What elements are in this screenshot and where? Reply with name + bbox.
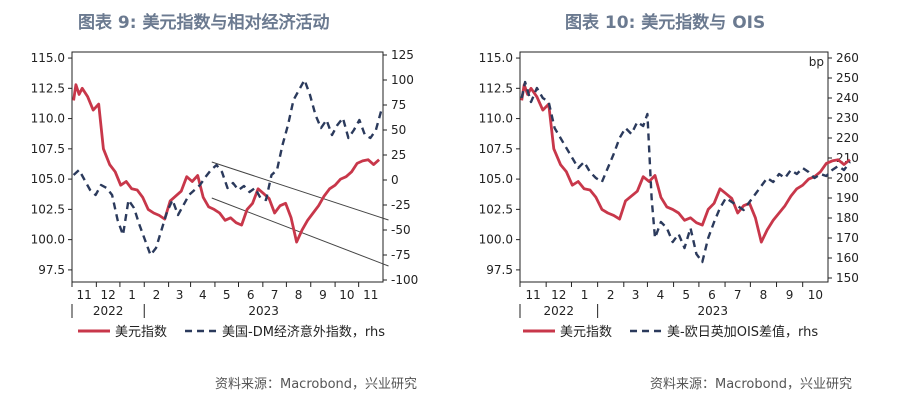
y-left-tick-label: 105.0 [479,172,513,186]
x-month-label: 12 [100,288,115,302]
y-right-tick-label: 240 [836,91,859,105]
x-month-label: 6 [708,288,716,302]
y-right-tick-label: 180 [836,211,859,225]
series-line-rhs [520,80,851,264]
y-left-tick-label: 107.5 [31,142,65,156]
y-left-tick-label: 97.5 [38,263,65,277]
x-month-label: 9 [319,288,327,302]
y-right-tick-label: -25 [391,198,411,212]
source-note-left: 资料来源：Macrobond，兴业研究 [215,377,418,392]
legend-label: 美元指数 [115,325,167,340]
trend-line [211,161,389,221]
y-right-tick-label: 170 [836,231,859,245]
x-year-label: 2022 [544,304,575,318]
y-right-tick-label: 160 [836,251,859,265]
y-left-tick-label: 115.0 [479,51,513,65]
legend-label: 美国-DM经济意外指数，rhs [222,324,385,340]
chart-title-left: 图表 9: 美元指数与相对经济活动 [78,13,330,33]
x-month-label: 1 [128,288,136,302]
y-right-unit-label: bp [809,55,824,69]
plot-frame [71,51,384,283]
x-month-label: 6 [247,288,255,302]
y-left-tick-label: 112.5 [31,81,65,95]
x-month-label: 11 [77,288,92,302]
y-right-tick-label: -50 [391,223,411,237]
x-year-label: 2023 [698,304,729,318]
y-right-tick-label: 260 [836,51,859,65]
x-month-label: 5 [682,288,690,302]
y-right-tick-label: -75 [391,248,411,262]
x-month-label: 2 [153,288,161,302]
chart-title-right: 图表 10: 美元指数与 OIS [565,13,766,33]
y-right-tick-label: 0 [391,173,399,187]
series-line-usd-index [72,83,381,244]
x-month-label: 7 [271,288,279,302]
y-right-tick-label: 200 [836,171,859,185]
y-right-tick-label: 230 [836,111,859,125]
x-month-label: 10 [339,288,354,302]
x-month-label: 8 [295,288,303,302]
y-left-tick-label: 110.0 [31,112,65,126]
y-left-tick-label: 102.5 [479,202,513,216]
x-year-label: 2022 [93,304,124,318]
chart-right: 115.0 112.5 110.0 107.5 105.0 102.5 100.0 97.5 2… [479,51,859,340]
y-left-tick-label: 107.5 [479,142,513,156]
y-right-tick-label: 190 [836,191,859,205]
x-month-label: 8 [760,288,768,302]
chart-left: 115.0 112.5 110.0 107.5 105.0 102.5 100.0 97.5 1… [31,48,419,340]
series-line-usd-index [520,83,851,244]
x-month-label: 5 [223,288,231,302]
x-month-label: 3 [176,288,184,302]
legend-label: 美元指数 [560,325,612,340]
series-line-rhs [72,78,383,257]
x-month-label: 11 [525,288,540,302]
source-note-right: 资料来源：Macrobond，兴业研究 [650,377,853,392]
x-month-label: 10 [808,288,823,302]
y-left-tick-label: 115.0 [31,51,65,65]
y-left-tick-label: 100.0 [479,233,513,247]
y-right-tick-label: 125 [391,48,414,62]
y-right-tick-label: 250 [836,71,859,85]
x-month-label: 3 [632,288,640,302]
y-left-tick-label: 100.0 [31,233,65,247]
x-month-label: 12 [551,288,566,302]
plot-frame [519,51,829,283]
y-right-tick-label: 150 [836,271,859,285]
y-right-tick-label: -100 [391,273,418,287]
x-month-label: 7 [734,288,742,302]
legend-label: 美-欧日英加OIS差值，rhs [667,324,818,340]
x-month-label: 2 [607,288,615,302]
x-month-label: 4 [199,288,207,302]
y-right-tick-label: 220 [836,131,859,145]
y-right-tick-label: 25 [391,148,406,162]
y-left-tick-label: 97.5 [486,263,513,277]
y-left-tick-label: 102.5 [31,202,65,216]
x-month-label: 9 [786,288,794,302]
y-right-tick-label: 50 [391,123,406,137]
x-month-label: 4 [657,288,665,302]
x-month-label: 11 [363,288,378,302]
y-right-tick-label: 100 [391,73,414,87]
x-year-label: 2023 [248,304,279,318]
y-left-tick-label: 110.0 [479,112,513,126]
y-left-tick-label: 112.5 [479,81,513,95]
y-right-tick-label: 75 [391,98,406,112]
x-month-label: 1 [581,288,589,302]
y-left-tick-label: 105.0 [31,172,65,186]
